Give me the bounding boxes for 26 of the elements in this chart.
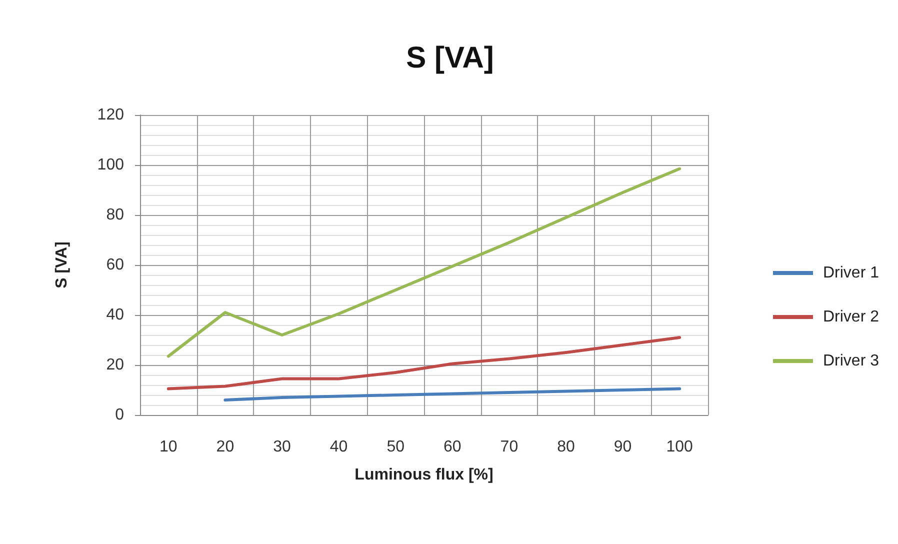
y-tick-label: 60 — [106, 256, 124, 274]
x-tick-label: 100 — [666, 438, 694, 456]
x-tick-label: 20 — [216, 438, 234, 456]
x-tick-label: 30 — [273, 438, 291, 456]
y-tick-label: 40 — [106, 306, 124, 324]
line-series — [224, 387, 682, 402]
line-series — [166, 336, 682, 390]
y-tick-label: 80 — [106, 206, 124, 224]
legend-label: Driver 3 — [822, 352, 880, 370]
x-tick-label: 60 — [444, 438, 462, 456]
x-tick-label: 90 — [614, 438, 632, 456]
legend-label: Driver 2 — [822, 308, 880, 326]
y-tick-label: 20 — [106, 356, 124, 374]
y-axis-title: S [VA] — [54, 242, 70, 288]
legend-label: Driver 1 — [822, 264, 880, 282]
x-tick-label: 10 — [160, 438, 178, 456]
x-tick-label: 40 — [330, 438, 348, 456]
x-tick-label: 50 — [386, 438, 405, 456]
chart-title: S [VA] — [406, 42, 494, 74]
x-tick-label: 70 — [500, 438, 518, 456]
y-tick-label: 120 — [97, 106, 124, 124]
y-tick-label: 100 — [97, 156, 124, 174]
y-tick-label: 0 — [115, 406, 124, 424]
line-series — [166, 167, 682, 358]
x-axis-title: Luminous flux [%] — [354, 466, 494, 484]
x-tick-label: 80 — [557, 438, 575, 456]
